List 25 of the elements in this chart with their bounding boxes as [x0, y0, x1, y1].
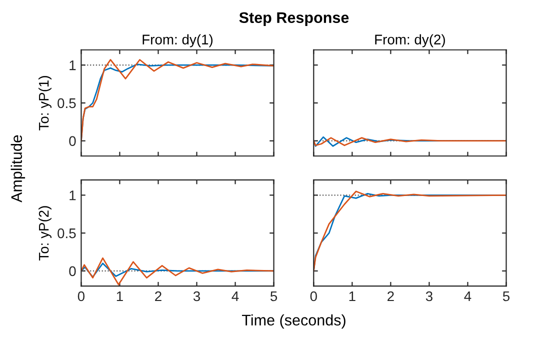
x-tick-label: 1: [349, 291, 356, 302]
chart-title: From: dy(2): [375, 34, 445, 48]
x-tick-label: 2: [388, 291, 394, 302]
x-tick-label: 3: [193, 291, 200, 302]
x-tick-label: 5: [502, 291, 510, 302]
x-tick-label: 2: [155, 291, 162, 302]
x-tick-label: 5: [270, 291, 278, 302]
y-tick-label: 0: [69, 266, 76, 276]
y-tick-label: 0: [69, 136, 76, 146]
y-axis-title: To: yP(2): [38, 206, 52, 261]
y-tick-label: 1: [70, 190, 76, 200]
x-tick-label: 0: [310, 291, 317, 302]
y-tick-label: 0.5: [58, 98, 76, 108]
text: Amplitude: [10, 135, 26, 202]
x-tick-label: 3: [426, 291, 432, 302]
y-tick-label: 0.5: [58, 228, 76, 238]
x-tick-label: 0: [78, 291, 85, 302]
y-axis-title: To: yP(1): [38, 76, 52, 130]
chart-title: From: dy(1): [142, 34, 213, 48]
y-tick-label: 1: [70, 60, 76, 70]
text: Step Response: [239, 12, 349, 26]
x-tick-label: 4: [232, 291, 239, 302]
text: Time (seconds): [242, 314, 346, 329]
x-tick-label: 1: [116, 291, 123, 302]
x-tick-label: 4: [464, 291, 472, 302]
